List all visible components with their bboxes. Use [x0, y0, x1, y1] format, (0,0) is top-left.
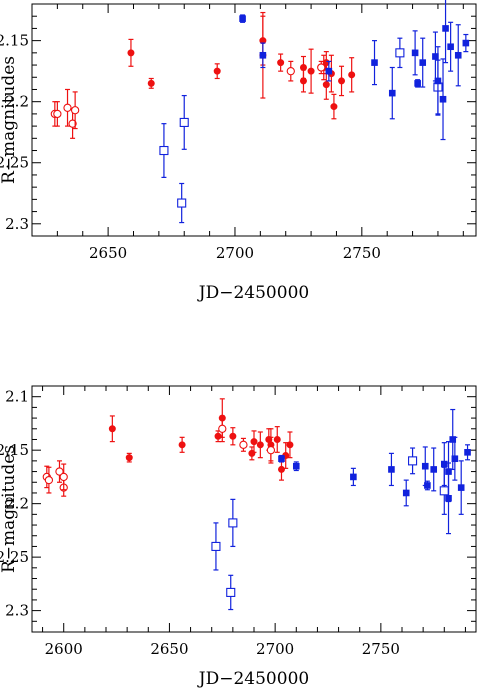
data-point: [53, 109, 62, 119]
data-point: [63, 103, 72, 112]
data-point: [147, 79, 155, 87]
y-tick-label: 2.15: [0, 441, 29, 459]
data-point: [277, 465, 285, 473]
data-point: [211, 541, 221, 551]
data-point: [440, 460, 448, 468]
plot-frame: [31, 385, 477, 633]
data-point: [266, 446, 276, 455]
data-point: [408, 456, 418, 466]
data-point: [59, 472, 68, 482]
data-point: [439, 95, 447, 103]
y-tick-label: 2.3: [5, 602, 29, 620]
chart-panel-bottom: R−magnitudes JD−2450000 2600 2650 2700 2750…: [0, 385, 477, 689]
y-tick-label: 2.15: [0, 32, 29, 50]
y-tick-label: 2.3: [5, 215, 29, 233]
plot-frame: [31, 3, 477, 237]
y-tick-label: 2.25: [0, 548, 29, 566]
x-tick-label: 2650: [150, 640, 188, 658]
data-point: [307, 67, 315, 75]
data-point: [286, 67, 295, 76]
data-point: [239, 15, 246, 22]
data-point: [317, 63, 326, 72]
data-point: [421, 462, 429, 470]
data-point: [127, 49, 135, 57]
data-point: [402, 489, 410, 497]
data-point: [68, 119, 77, 128]
data-point: [55, 467, 64, 476]
chart-panel-top: R−magnitudes JD−2450000 2650 2700 2750 2.15…: [0, 0, 477, 303]
data-point: [278, 455, 285, 463]
data-point: [464, 449, 471, 456]
data-point: [442, 25, 449, 32]
y-tick-label: 2.2: [5, 93, 29, 111]
data-point: [430, 466, 438, 473]
data-point: [424, 482, 431, 489]
data-point: [226, 587, 236, 597]
data-point: [273, 435, 281, 443]
data-point: [218, 424, 227, 433]
data-point: [330, 103, 338, 111]
data-point: [447, 43, 454, 51]
data-point: [286, 441, 294, 449]
data-point: [292, 462, 300, 470]
data-point: [350, 473, 357, 481]
y-axis-title: R−magnitudes: [0, 56, 19, 184]
data-point: [388, 89, 396, 97]
x-tick-label: 2750: [343, 244, 381, 262]
data-point: [395, 48, 405, 58]
x-tick-label: 2700: [216, 244, 254, 262]
data-point: [179, 117, 189, 127]
data-point: [239, 440, 248, 449]
data-point: [229, 432, 237, 440]
x-tick-label: 2650: [89, 244, 127, 262]
x-axis-title: JD−2450000: [197, 283, 309, 303]
y-tick-label: 2.25: [0, 154, 29, 172]
data-point: [277, 59, 285, 67]
data-point: [259, 51, 267, 59]
data-point: [457, 484, 465, 491]
data-point: [322, 81, 330, 89]
data-point: [414, 80, 421, 87]
y-tick-label: 2.2: [5, 495, 29, 513]
data-point: [178, 441, 186, 449]
data-point: [214, 432, 222, 440]
data-point: [445, 495, 452, 502]
data-point: [388, 466, 395, 473]
data-point: [451, 455, 459, 463]
data-point: [454, 51, 462, 59]
data-point: [70, 106, 80, 115]
data-point: [159, 145, 169, 156]
x-axis-title: JD−2450000: [197, 669, 309, 689]
data-point: [228, 518, 238, 528]
data-point: [213, 67, 221, 75]
data-point: [256, 441, 264, 449]
x-tick-label: 2700: [256, 640, 294, 658]
data-point: [299, 63, 307, 71]
data-point: [439, 486, 449, 496]
y-tick-label: 2.1: [5, 388, 29, 406]
data-point: [462, 39, 470, 47]
data-point: [434, 77, 442, 85]
data-point: [108, 425, 116, 433]
data-point: [411, 49, 419, 57]
data-point: [371, 59, 378, 66]
data-point: [177, 198, 187, 208]
x-tick-label: 2600: [45, 640, 83, 658]
data-point: [419, 59, 427, 66]
y-axis-title: R−magnitudes: [0, 445, 19, 573]
data-point: [348, 71, 356, 79]
data-point: [338, 77, 346, 85]
x-tick-label: 2750: [362, 640, 400, 658]
data-point: [250, 438, 258, 446]
data-point: [325, 67, 333, 75]
data-point: [125, 454, 133, 462]
data-point: [44, 475, 54, 485]
data-point: [449, 436, 457, 443]
